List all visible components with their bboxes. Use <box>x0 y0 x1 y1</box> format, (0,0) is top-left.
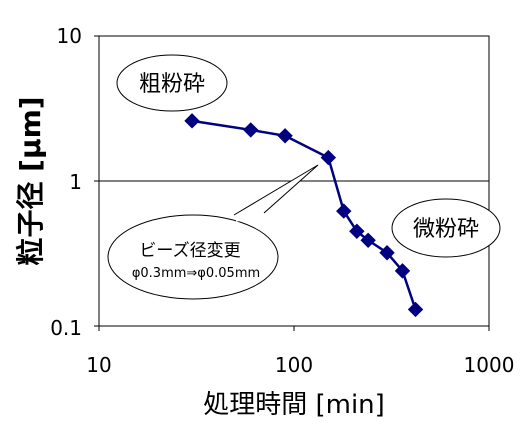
data-point <box>320 149 337 166</box>
fine-bubble <box>391 198 501 258</box>
data-point <box>379 245 395 261</box>
series-layer <box>184 113 424 318</box>
y-axis-label: 粒子径 [μm] <box>14 96 47 265</box>
data-point <box>184 113 200 129</box>
data-point <box>407 301 424 318</box>
data-point <box>394 263 411 279</box>
y-tick-label-0.1: 0.1 <box>50 316 82 340</box>
coarse-bubble <box>116 54 228 112</box>
x-axis-label: 処理時間 [min] <box>203 390 385 420</box>
fine-label: 微粉砕 <box>413 217 479 242</box>
series-line <box>191 119 417 310</box>
bead-change-bubble <box>107 214 279 300</box>
x-tick-label-100: 100 <box>275 353 313 377</box>
data-point <box>336 203 352 219</box>
bead-change-detail: φ0.3mm⇒φ0.05mm <box>132 266 260 281</box>
data-point <box>360 232 376 249</box>
bead-change-callout <box>233 164 319 216</box>
x-tick-label-1000: 1000 <box>464 353 515 377</box>
coarse-label: 粗粉砕 <box>139 72 205 97</box>
y-tick-label-10: 10 <box>57 24 82 48</box>
data-point <box>277 128 293 144</box>
axis-ticks <box>94 35 490 331</box>
data-point <box>349 223 365 239</box>
x-tick-label-10: 10 <box>86 353 111 377</box>
y-tick-label-1: 1 <box>69 170 82 194</box>
bead-change-label: ビーズ径変更 <box>139 241 240 261</box>
data-point <box>243 122 259 138</box>
bead-change-callout-cover <box>235 216 263 222</box>
